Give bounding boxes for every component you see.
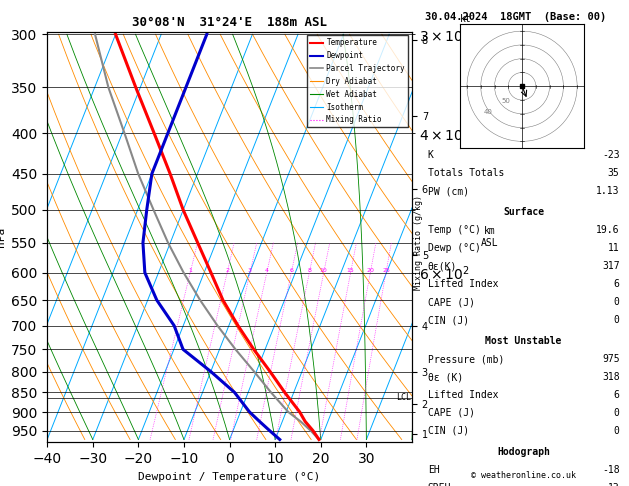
Text: 8: 8 (308, 268, 311, 273)
Text: 50: 50 (501, 98, 510, 104)
Text: 19.6: 19.6 (596, 226, 620, 235)
Text: 15: 15 (347, 268, 355, 273)
Text: 11: 11 (608, 243, 620, 253)
Y-axis label: km
ASL: km ASL (481, 226, 499, 248)
Text: Temp (°C): Temp (°C) (428, 226, 481, 235)
Text: Lifted Index: Lifted Index (428, 390, 498, 400)
Text: 317: 317 (602, 261, 620, 271)
Text: EH: EH (428, 465, 440, 475)
Text: CIN (J): CIN (J) (428, 426, 469, 436)
Text: 2: 2 (225, 268, 229, 273)
Text: Most Unstable: Most Unstable (486, 336, 562, 346)
Text: 6: 6 (614, 390, 620, 400)
Text: 25: 25 (382, 268, 390, 273)
Text: θε(K): θε(K) (428, 261, 457, 271)
Text: K: K (428, 151, 433, 160)
Text: kt: kt (460, 14, 472, 23)
Text: Hodograph: Hodograph (497, 447, 550, 457)
Text: -23: -23 (602, 151, 620, 160)
Text: 1.13: 1.13 (596, 186, 620, 196)
Text: 6: 6 (614, 279, 620, 289)
Text: 0: 0 (614, 297, 620, 307)
Text: 0: 0 (614, 408, 620, 418)
Text: 10: 10 (320, 268, 328, 273)
Text: 0: 0 (614, 426, 620, 436)
Text: 3: 3 (248, 268, 252, 273)
Text: 6: 6 (289, 268, 293, 273)
Text: -18: -18 (602, 465, 620, 475)
Text: Lifted Index: Lifted Index (428, 279, 498, 289)
Text: Dewp (°C): Dewp (°C) (428, 243, 481, 253)
Text: 975: 975 (602, 354, 620, 364)
Text: Totals Totals: Totals Totals (428, 169, 504, 178)
Title: 30°08'N  31°24'E  188m ASL: 30°08'N 31°24'E 188m ASL (132, 16, 327, 29)
Text: Mixing Ratio (g/kg): Mixing Ratio (g/kg) (415, 195, 423, 291)
Text: CAPE (J): CAPE (J) (428, 297, 475, 307)
X-axis label: Dewpoint / Temperature (°C): Dewpoint / Temperature (°C) (138, 471, 321, 482)
Text: 40: 40 (483, 109, 492, 115)
Text: 318: 318 (602, 372, 620, 382)
Text: 13: 13 (608, 483, 620, 486)
Text: 1: 1 (188, 268, 192, 273)
Text: CIN (J): CIN (J) (428, 315, 469, 325)
Y-axis label: hPa: hPa (0, 227, 6, 247)
Text: 30.04.2024  18GMT  (Base: 00): 30.04.2024 18GMT (Base: 00) (425, 12, 606, 22)
Text: CAPE (J): CAPE (J) (428, 408, 475, 418)
Text: LCL: LCL (396, 393, 411, 402)
Text: 4: 4 (265, 268, 269, 273)
Text: θε (K): θε (K) (428, 372, 463, 382)
Text: 20: 20 (366, 268, 374, 273)
Text: Pressure (mb): Pressure (mb) (428, 354, 504, 364)
Text: 35: 35 (608, 169, 620, 178)
Text: PW (cm): PW (cm) (428, 186, 469, 196)
Text: © weatheronline.co.uk: © weatheronline.co.uk (471, 471, 576, 480)
Text: 0: 0 (614, 315, 620, 325)
Text: SREH: SREH (428, 483, 451, 486)
Legend: Temperature, Dewpoint, Parcel Trajectory, Dry Adiabat, Wet Adiabat, Isotherm, Mi: Temperature, Dewpoint, Parcel Trajectory… (306, 35, 408, 127)
Text: Surface: Surface (503, 207, 544, 217)
